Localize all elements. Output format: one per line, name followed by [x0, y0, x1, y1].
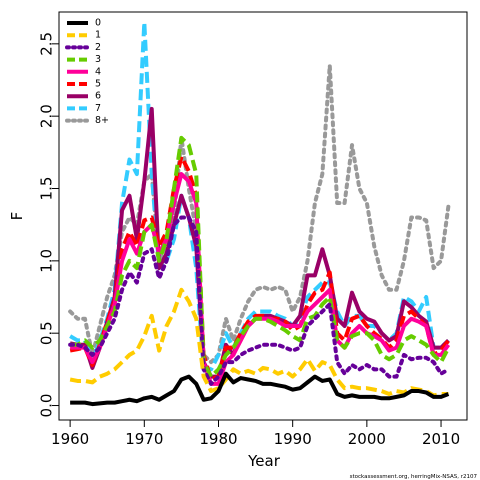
legend-label: 4 [95, 66, 101, 77]
legend-label: 7 [95, 103, 101, 114]
y-tick-label: 2.0 [38, 104, 56, 128]
x-tick-label: 1980 [199, 430, 237, 448]
series-line-2 [68, 215, 451, 386]
series-line-1 [69, 287, 449, 398]
y-axis-label: F [8, 212, 26, 221]
x-axis-label: Year [247, 452, 281, 470]
y-tick-label: 0.0 [38, 394, 56, 418]
y-axis: 0.0 0.5 1.0 1.5 2.0 2.5 [38, 32, 60, 418]
legend-label: 2 [95, 42, 101, 53]
series-layer [68, 20, 451, 407]
legend-label: 6 [95, 91, 101, 102]
x-axis: 1960 1970 1980 1990 2000 2010 [51, 419, 460, 448]
series-line-3 [70, 135, 451, 379]
y-tick-label: 1.0 [38, 249, 56, 273]
legend-label: 3 [95, 54, 101, 65]
x-tick-label: 1960 [51, 430, 89, 448]
x-tick-label: 2000 [348, 430, 386, 448]
legend-label: 5 [95, 79, 101, 90]
y-tick-label: 0.5 [38, 321, 56, 345]
credit-text: stockassessment.org, herringMix-NSAS, r2… [350, 474, 478, 480]
x-tick-label: 1970 [125, 430, 163, 448]
x-tick-label: 2010 [422, 430, 460, 448]
y-tick-label: 1.5 [38, 177, 56, 201]
legend-label: 8+ [95, 115, 109, 126]
legend-label: 1 [95, 30, 101, 41]
series-line-0 [70, 371, 450, 407]
legend-label: 0 [95, 18, 101, 29]
y-tick-label: 2.5 [38, 32, 56, 56]
x-tick-label: 1990 [274, 430, 312, 448]
